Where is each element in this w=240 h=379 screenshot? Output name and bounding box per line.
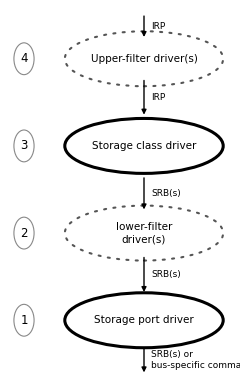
Text: Storage class driver: Storage class driver: [92, 141, 196, 151]
Text: SRB(s) or
bus-specific commands: SRB(s) or bus-specific commands: [151, 350, 240, 371]
Text: 3: 3: [20, 139, 28, 152]
Text: Storage port driver: Storage port driver: [94, 315, 194, 325]
Text: IRP: IRP: [151, 93, 165, 102]
Text: lower-filter
driver(s): lower-filter driver(s): [116, 222, 172, 244]
Text: IRP: IRP: [151, 22, 165, 31]
Text: 4: 4: [20, 52, 28, 65]
Text: 2: 2: [20, 227, 28, 240]
Text: Upper-filter driver(s): Upper-filter driver(s): [90, 54, 198, 64]
Text: 1: 1: [20, 314, 28, 327]
Text: SRB(s): SRB(s): [151, 189, 181, 198]
Text: SRB(s): SRB(s): [151, 270, 181, 279]
